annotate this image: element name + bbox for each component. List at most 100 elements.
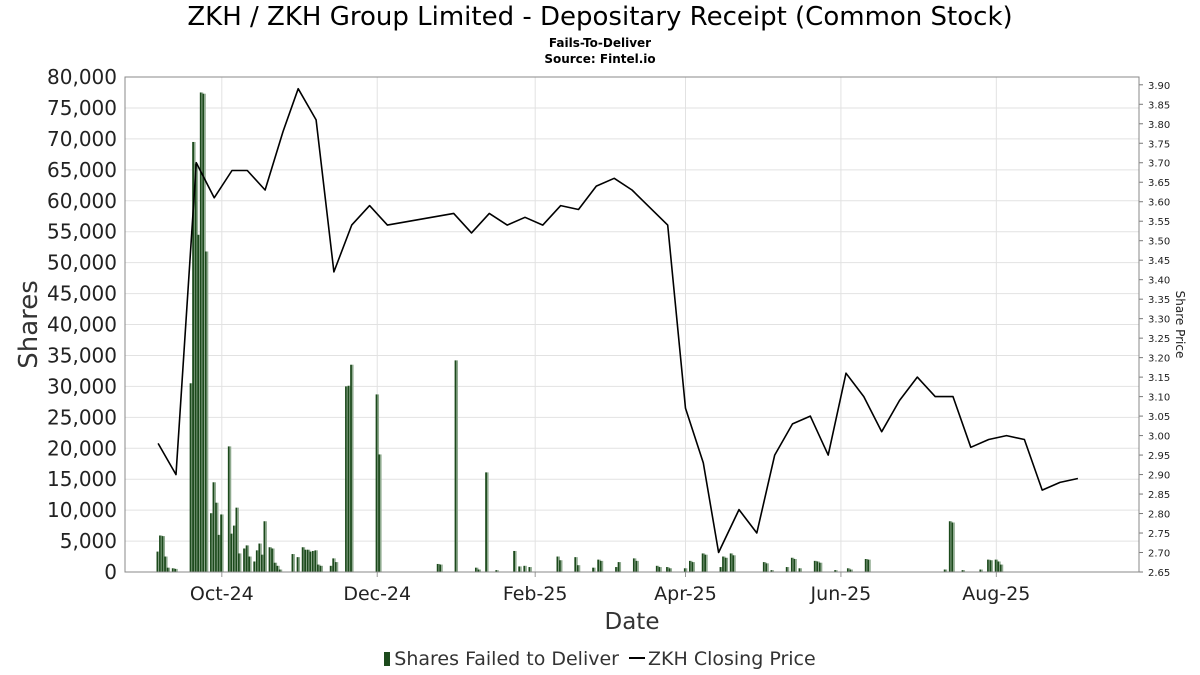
y2-tick-label: 2.90 <box>1148 471 1170 482</box>
ftd-bar <box>477 569 480 572</box>
ftd-bar <box>762 562 765 572</box>
y2-tick-label: 3.30 <box>1148 315 1170 326</box>
ftd-bar <box>816 561 819 572</box>
ftd-bar <box>329 565 332 572</box>
ftd-bar <box>719 567 722 572</box>
y2-tick-label: 3.45 <box>1148 256 1170 267</box>
legend-bar-swatch <box>384 652 391 666</box>
y2-tick-label: 3.70 <box>1148 159 1170 170</box>
ftd-bar-highlight <box>168 567 171 572</box>
y2-tick-label: 3.25 <box>1148 334 1170 345</box>
ftd-bar <box>518 566 521 572</box>
ftd-bar <box>597 559 600 572</box>
y2-tick-label: 3.10 <box>1148 393 1170 404</box>
y2-tick-label: 3.85 <box>1148 100 1170 111</box>
ftd-bar <box>317 564 319 572</box>
ftd-bar-highlight <box>530 567 532 572</box>
ftd-bar <box>997 561 1000 572</box>
y2-tick-label: 2.65 <box>1148 568 1170 579</box>
y-tick-label: 75,000 <box>47 96 117 120</box>
ftd-bar <box>599 560 602 572</box>
ftd-bar-highlight <box>486 472 489 572</box>
ftd-bar <box>263 521 266 572</box>
ftd-bar <box>724 557 727 572</box>
legend-item-line: ZKH Closing Price <box>629 648 816 670</box>
ftd-bar <box>999 564 1002 572</box>
ftd-bar-highlight <box>734 555 736 572</box>
ftd-bar <box>798 568 801 572</box>
ftd-bar <box>666 567 668 572</box>
ftd-bar-highlight <box>229 446 232 572</box>
ftd-bar <box>943 569 946 572</box>
ftd-bar <box>202 93 205 573</box>
y2-tick-label: 3.75 <box>1148 139 1170 150</box>
x-tick-label: Jun-25 <box>810 583 872 605</box>
ftd-bar <box>350 364 352 572</box>
ftd-bar <box>199 92 202 572</box>
y2-tick-label: 3.90 <box>1148 81 1170 92</box>
ftd-bar <box>192 141 194 572</box>
legend-line-swatch <box>629 657 646 659</box>
ftd-bar <box>961 570 964 572</box>
y2-tick-label: 3.55 <box>1148 217 1170 228</box>
ftd-bar <box>683 568 686 572</box>
ftd-bar-highlight <box>316 550 318 572</box>
ftd-bar <box>243 548 245 572</box>
ftd-bar <box>722 556 724 572</box>
ftd-bar-highlight <box>991 560 994 572</box>
ftd-bar <box>238 553 240 572</box>
ftd-bar <box>278 569 281 572</box>
ftd-bar <box>635 560 638 572</box>
ftd-bar <box>454 360 457 572</box>
x-tick-label: Feb-25 <box>503 583 568 605</box>
ftd-bar <box>311 550 314 572</box>
ftd-bar-highlight <box>706 554 708 572</box>
ftd-bar-highlight <box>820 562 823 572</box>
ftd-bar <box>306 549 309 572</box>
ftd-bar <box>220 514 223 572</box>
y-tick-label: 30,000 <box>47 374 117 398</box>
ftd-bar-highlight <box>293 554 295 572</box>
y-tick-label: 50,000 <box>47 251 117 275</box>
y2-tick-label: 3.65 <box>1148 178 1170 189</box>
ftd-bar <box>987 559 989 572</box>
ftd-bar-highlight <box>165 556 168 572</box>
ftd-bar <box>523 565 526 572</box>
ftd-bar <box>258 543 261 572</box>
ftd-bar-highlight <box>851 569 853 572</box>
ftd-bar <box>867 559 870 572</box>
ftd-bar <box>232 525 235 572</box>
ftd-bar-highlight <box>670 568 673 572</box>
ftd-bar-highlight <box>280 569 283 572</box>
ftd-bar-highlight <box>560 560 563 572</box>
ftd-bar-highlight <box>578 565 581 572</box>
ftd-bar <box>989 560 992 572</box>
y2-tick-label: 3.60 <box>1148 198 1170 209</box>
ftd-bar <box>688 560 691 572</box>
ftd-bar-highlight <box>772 570 774 572</box>
ftd-bar <box>729 553 732 572</box>
ftd-bar <box>732 555 735 572</box>
y2-tick-label: 3.80 <box>1148 120 1170 131</box>
y-tick-label: 70,000 <box>47 127 117 151</box>
ftd-bar <box>849 569 852 572</box>
ftd-bar <box>210 513 212 572</box>
ftd-bar <box>215 502 217 572</box>
y-tick-label: 55,000 <box>47 220 117 244</box>
y2-tick-label: 3.35 <box>1148 295 1170 306</box>
ftd-bar <box>834 570 837 572</box>
ftd-bar-highlight <box>1001 564 1004 572</box>
y2-tick-label: 3.40 <box>1148 276 1170 287</box>
ftd-bar <box>276 565 279 572</box>
ftd-bar <box>655 565 658 572</box>
ftd-bar <box>197 234 200 572</box>
ftd-bar <box>260 554 263 572</box>
ftd-bar <box>439 564 442 572</box>
ftd-bar <box>765 563 768 572</box>
ftd-bar-highlight <box>441 564 443 572</box>
x-tick-label: Apr-25 <box>654 583 717 605</box>
ftd-bar <box>513 550 516 572</box>
ftd-bar-highlight <box>351 364 354 572</box>
ftd-bar <box>474 567 477 572</box>
ftd-bar-highlight <box>321 565 323 572</box>
